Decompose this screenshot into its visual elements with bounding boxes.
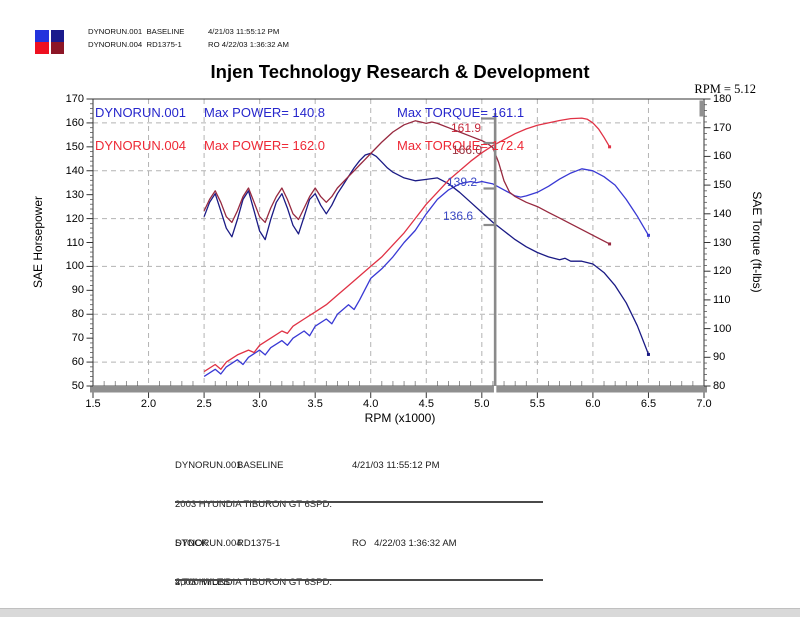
dyno-curves (203, 117, 650, 377)
run2-file: DYNORUN.004 (175, 538, 242, 549)
axis-ticks (86, 98, 711, 398)
header-run2-date: RO 4/22/03 1:36:32 AM (208, 40, 289, 49)
x-tick-label: 4.0 (363, 398, 379, 410)
cursor-rpm-readout: RPM = 5.12 (694, 82, 756, 96)
y-right-tick-label: 180 (713, 93, 732, 105)
x-tick-label: 6.5 (640, 398, 657, 410)
y-left-tick-label: 120 (65, 212, 84, 225)
x-axis-title-rpm: RPM (x1000) (364, 411, 436, 425)
right-axis-marker (699, 100, 705, 117)
header-run2-name: DYNORUN.004 RD1375-1 (88, 40, 182, 49)
details-divider-1 (175, 501, 543, 503)
run1-config: STOCK (175, 538, 208, 549)
cursor-value-run1-upper: 139.2 (447, 175, 478, 189)
y-right-tick-label: 80 (713, 380, 726, 392)
x-tick-label: 3.0 (251, 398, 268, 410)
cursor-value-run2-torque-lower: 166.0 (452, 143, 483, 157)
window-bottom-strip (0, 608, 800, 617)
run1-power-color-swatch (35, 30, 49, 42)
x-tick-label: 1.5 (85, 398, 101, 410)
x-tick-label: 5.5 (529, 398, 546, 410)
run2-power-color-swatch (35, 42, 49, 54)
y-right-tick-label: 150 (713, 179, 732, 192)
y-right-tick-label: 120 (713, 265, 732, 278)
gridlines (93, 99, 704, 386)
y-left-tick-label: 170 (65, 93, 84, 105)
legend-run1-name: DYNORUN.001 (95, 105, 187, 120)
y-right-tick-label: 170 (713, 121, 732, 134)
run1-details: DYNORUN.001BASELINE 4/21/03 11:55:12 PM 2… (175, 433, 440, 617)
header-run1-name: DYNORUN.001 BASELINE (88, 27, 185, 36)
x-tick-label: 4.5 (418, 398, 434, 410)
header-run1-date: 4/21/03 11:55:12 PM (208, 27, 280, 36)
run1-file: DYNORUN.001 (175, 460, 242, 471)
legend-run2-max-power: Max POWER= 162.0 (204, 138, 326, 153)
run1-tag: BASELINE (237, 460, 284, 471)
y-left-tick-label: 110 (66, 236, 84, 249)
cursor-value-run2-torque-upper: 161.9 (451, 121, 482, 135)
legend-run1-max-torque: Max TORQUE= 161.1 (397, 105, 525, 120)
run1-details-header: DYNORUN.001BASELINE 4/21/03 11:55:12 PM (175, 459, 440, 472)
y-axis-title-horsepower: SAE Horsepower (31, 195, 45, 289)
y-left-tick-label: 150 (65, 140, 84, 153)
run1-torque-color-swatch (51, 30, 64, 42)
run2-details: DYNORUN.004RD1375-1 RO 4/22/03 1:36:32 AM… (175, 511, 457, 617)
y-right-tick-label: 130 (713, 236, 732, 249)
details-divider-2 (175, 579, 543, 581)
run2-vehicle: 2003 HYUNDIA TIBURON GT 6SPD. (175, 577, 332, 588)
y-right-tick-label: 100 (713, 322, 732, 335)
y-right-tick-label: 160 (713, 150, 732, 163)
x-tick-label: 7.0 (696, 398, 712, 410)
y-left-tick-label: 90 (71, 284, 84, 297)
y-left-tick-label: 50 (71, 380, 84, 392)
x-tick-label: 5.0 (474, 398, 490, 410)
y-left-tick-label: 60 (71, 356, 84, 369)
y-left-tick-label: 130 (65, 188, 84, 201)
run1-mileage: 4,700 MILES (175, 577, 230, 588)
y-left-tick-label: 140 (65, 164, 84, 177)
y-left-tick-label: 160 (65, 116, 84, 129)
y-right-tick-label: 140 (713, 207, 732, 220)
x-tick-label: 2.0 (140, 398, 157, 410)
legend-run2-max-torque: Max TORQUE= 172.4 (397, 138, 525, 153)
y-right-tick-label: 110 (713, 293, 731, 306)
x-tick-label: 3.5 (307, 398, 323, 410)
y-axis-title-torque: SAE Torque (ft-lbs) (750, 191, 764, 293)
y-right-tick-label: 90 (713, 351, 726, 364)
run1-vehicle: 2003 HYUNDIA TIBURON GT 6SPD. (175, 499, 332, 510)
run1-date: 4/21/03 11:55:12 PM (352, 460, 440, 471)
legend-run2-name: DYNORUN.004 (95, 138, 187, 153)
run2-details-header: DYNORUN.004RD1375-1 RO 4/22/03 1:36:32 AM (175, 537, 457, 550)
cursor[interactable] (481, 113, 497, 386)
y-left-tick-label: 80 (71, 308, 84, 321)
run2-torque-color-swatch (51, 42, 64, 54)
y-left-tick-label: 100 (65, 260, 84, 273)
cursor-value-run1-lower: 136.6 (443, 209, 474, 223)
run2-date: RO 4/22/03 1:36:32 AM (352, 538, 457, 549)
x-tick-label: 6.0 (585, 398, 601, 410)
run2-tag: RD1375-1 (237, 538, 281, 549)
legend-run1-max-power: Max POWER= 140.8 (204, 105, 326, 120)
y-left-tick-label: 70 (71, 332, 84, 345)
page-title: Injen Technology Research & Development (210, 61, 590, 82)
x-tick-label: 2.5 (196, 398, 212, 410)
